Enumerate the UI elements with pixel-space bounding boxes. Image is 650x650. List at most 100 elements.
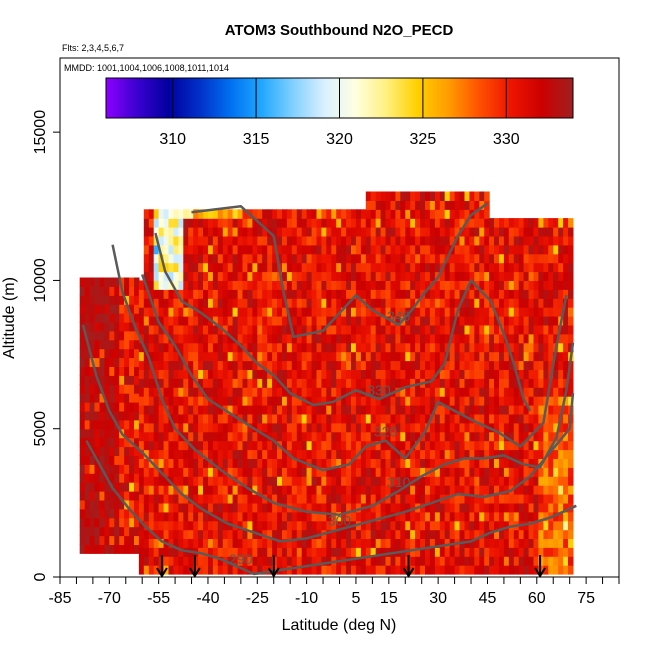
heatmap-cell xyxy=(533,271,539,281)
down-arrow-marker xyxy=(402,555,415,578)
heatmap-cell xyxy=(425,191,431,201)
heatmap-cell xyxy=(114,295,120,305)
heatmap-cell xyxy=(336,280,342,290)
heatmap-cell xyxy=(193,422,199,433)
heatmap-cell xyxy=(365,422,372,433)
heatmap-cell xyxy=(109,464,115,474)
heatmap-cell xyxy=(89,464,96,474)
heatmap-cell xyxy=(489,431,495,442)
heatmap-cell xyxy=(198,218,204,228)
heatmap-cell xyxy=(114,357,120,367)
heatmap-cell xyxy=(563,502,569,513)
heatmap-cell xyxy=(331,235,337,246)
heatmap-cell xyxy=(336,387,342,397)
heatmap-cell xyxy=(425,316,431,326)
heatmap-cell xyxy=(415,520,421,531)
heatmap-cell xyxy=(538,511,544,522)
heatmap-cell xyxy=(237,262,244,273)
heatmap-cell xyxy=(558,378,564,388)
heatmap-cell xyxy=(351,324,357,335)
heatmap-cell xyxy=(286,431,293,442)
heatmap-cell xyxy=(400,360,406,370)
heatmap-cell xyxy=(548,227,554,237)
heatmap-cell xyxy=(365,253,372,264)
heatmap-cell xyxy=(99,455,105,465)
heatmap-cell xyxy=(232,565,239,575)
heatmap-cell xyxy=(370,342,377,353)
heatmap-cell xyxy=(553,316,559,326)
heatmap-cell xyxy=(538,538,544,548)
heatmap-cell xyxy=(178,449,184,459)
heatmap-cell xyxy=(474,405,480,415)
heatmap-cell xyxy=(242,547,248,557)
heatmap-cell xyxy=(208,405,214,415)
heatmap-cell xyxy=(237,547,244,557)
heatmap-cell xyxy=(79,482,86,492)
heatmap-cell xyxy=(385,547,391,557)
heatmap-cell xyxy=(479,556,485,566)
heatmap-cell xyxy=(84,491,91,501)
heatmap-cell xyxy=(306,449,313,459)
heatmap-cell xyxy=(129,393,135,403)
heatmap-cell xyxy=(99,304,105,314)
heatmap-cell xyxy=(400,485,406,495)
heatmap-cell xyxy=(469,351,475,362)
heatmap-cell xyxy=(178,360,184,370)
heatmap-cell xyxy=(336,378,342,388)
heatmap-cell xyxy=(282,351,288,362)
heatmap-cell xyxy=(499,422,505,433)
heatmap-cell xyxy=(410,511,416,522)
heatmap-cell xyxy=(365,529,372,539)
heatmap-cell xyxy=(336,565,342,575)
heatmap-cell xyxy=(301,494,308,504)
heatmap-cell xyxy=(351,333,357,344)
heatmap-cell xyxy=(262,342,268,353)
heatmap-cell xyxy=(193,316,199,326)
heatmap-cell xyxy=(351,458,357,468)
heatmap-cell xyxy=(375,485,382,495)
heatmap-cell xyxy=(99,277,105,287)
heatmap-cell xyxy=(434,378,441,388)
heatmap-cell xyxy=(291,529,298,539)
heatmap-cell xyxy=(523,218,530,228)
heatmap-cell xyxy=(558,440,564,451)
heatmap-cell xyxy=(173,547,179,557)
heatmap-cell xyxy=(410,191,416,201)
heatmap-cell xyxy=(469,538,475,548)
heatmap-cell xyxy=(277,494,283,504)
heatmap-cell xyxy=(528,316,535,326)
heatmap-cell xyxy=(306,511,313,522)
heatmap-cell xyxy=(380,244,387,255)
heatmap-cell xyxy=(425,289,431,299)
heatmap-cell xyxy=(326,307,332,317)
heatmap-cell xyxy=(257,476,263,486)
heatmap-cell xyxy=(124,330,130,341)
heatmap-cell xyxy=(158,547,165,557)
heatmap-cell xyxy=(464,422,470,433)
heatmap-cell xyxy=(203,547,209,557)
heatmap-cell xyxy=(208,227,214,237)
heatmap-cell xyxy=(434,200,441,210)
heatmap-cell xyxy=(282,494,288,504)
heatmap-cell xyxy=(198,253,204,264)
heatmap-cell xyxy=(558,253,564,264)
heatmap-cell xyxy=(355,440,362,451)
heatmap-cell xyxy=(385,405,391,415)
heatmap-cell xyxy=(282,520,288,531)
heatmap-cell xyxy=(484,271,490,281)
heatmap-cell xyxy=(316,413,322,424)
heatmap-cell xyxy=(365,547,372,557)
heatmap-cell xyxy=(543,351,549,362)
heatmap-cell xyxy=(316,227,322,237)
heatmap-cell xyxy=(277,387,283,397)
heatmap-cell xyxy=(533,440,539,451)
heatmap-cell xyxy=(193,307,199,317)
heatmap-cell xyxy=(479,209,485,219)
heatmap-cell xyxy=(99,544,105,554)
heatmap-cell xyxy=(538,502,544,513)
heatmap-cell xyxy=(148,538,155,548)
heatmap-cell xyxy=(188,316,194,326)
heatmap-cell xyxy=(208,387,214,397)
heatmap-cell xyxy=(212,324,219,335)
heatmap-cell xyxy=(380,235,387,246)
